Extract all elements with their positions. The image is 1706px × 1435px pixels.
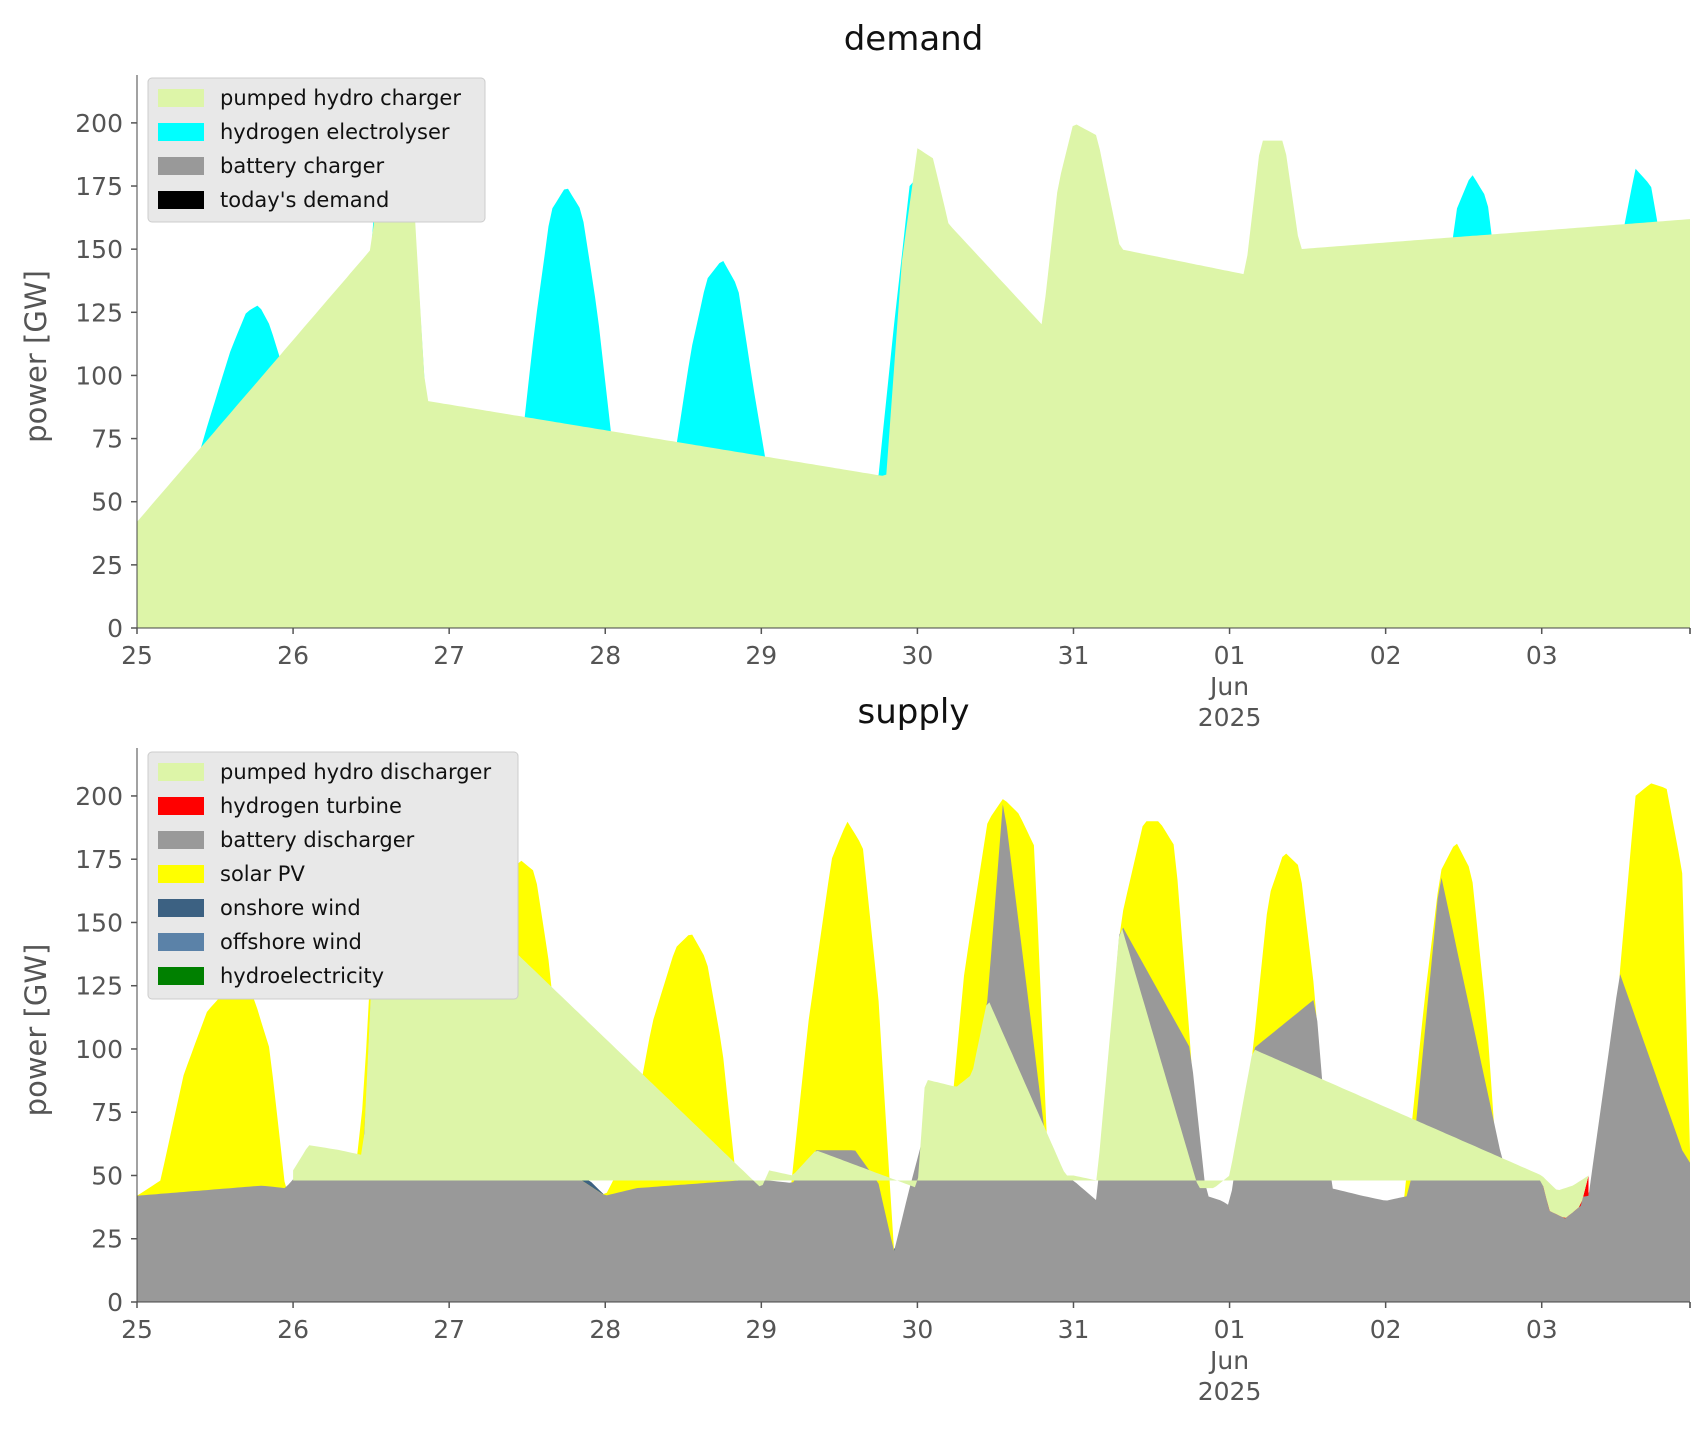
x-tick-label: 01: [1214, 641, 1246, 670]
x-tick-label: 02: [1370, 641, 1402, 670]
legend-box: [147, 77, 486, 223]
y-tick-label: 25: [91, 551, 123, 580]
legend-swatch: [158, 763, 204, 781]
legend-label: battery discharger: [220, 828, 415, 852]
area-pumped-hydro-discharger: [293, 822, 1589, 1218]
y-tick-label: 75: [91, 425, 123, 454]
legend-swatch: [158, 157, 204, 175]
y-axis-label: power [GW]: [19, 944, 53, 1117]
legend-label: pumped hydro charger: [220, 86, 461, 110]
x-tick-label: 30: [901, 641, 933, 670]
y-tick-label: 150: [75, 235, 123, 264]
legend-label: pumped hydro discharger: [220, 760, 491, 784]
x-tick-label: 01: [1214, 1315, 1246, 1344]
y-tick-label: 100: [75, 361, 123, 390]
x-tick-label: 26: [277, 1315, 309, 1344]
x-tick-label: 2025: [1198, 1377, 1262, 1406]
legend-label: onshore wind: [220, 896, 361, 920]
y-tick-label: 25: [91, 1225, 123, 1254]
x-tick-label: 29: [745, 1315, 777, 1344]
x-tick-label: 26: [277, 641, 309, 670]
x-tick-label: 27: [433, 641, 465, 670]
y-tick-label: 175: [75, 172, 123, 201]
y-tick-label: 200: [75, 109, 123, 138]
x-tick-label: 02: [1370, 1315, 1402, 1344]
y-tick-label: 0: [107, 614, 123, 643]
legend-swatch: [158, 899, 204, 917]
legend-label: hydroelectricity: [220, 964, 384, 988]
legend-swatch: [158, 123, 204, 141]
x-tick-label: 03: [1526, 1315, 1558, 1344]
x-tick-label: 28: [589, 1315, 621, 1344]
x-tick-label: 31: [1058, 1315, 1090, 1344]
x-tick-label: 25: [121, 641, 153, 670]
x-tick-label: Jun: [1208, 672, 1249, 701]
chart-title: demand: [844, 19, 984, 59]
y-tick-label: 0: [107, 1288, 123, 1317]
legend-swatch: [158, 865, 204, 883]
x-tick-label: 30: [901, 1315, 933, 1344]
y-tick-label: 50: [91, 488, 123, 517]
x-tick-label: 03: [1526, 641, 1558, 670]
y-tick-label: 175: [75, 845, 123, 874]
x-tick-label: 28: [589, 641, 621, 670]
y-tick-label: 50: [91, 1161, 123, 1190]
chart-title: supply: [858, 692, 970, 732]
legend-label: hydrogen turbine: [220, 794, 402, 818]
legend-swatch: [158, 933, 204, 951]
legend-swatch: [158, 797, 204, 815]
y-axis-label: power [GW]: [19, 270, 53, 443]
x-tick-label: 31: [1058, 641, 1090, 670]
x-tick-label: 27: [433, 1315, 465, 1344]
y-tick-label: 125: [75, 298, 123, 327]
y-tick-label: 125: [75, 972, 123, 1001]
legend-swatch: [158, 831, 204, 849]
legend-swatch: [158, 967, 204, 985]
y-tick-label: 150: [75, 908, 123, 937]
y-tick-label: 200: [75, 782, 123, 811]
legend-label: solar PV: [220, 862, 305, 886]
y-tick-label: 75: [91, 1098, 123, 1127]
x-tick-label: 29: [745, 641, 777, 670]
legend-label: offshore wind: [220, 930, 362, 954]
area-pumped-hydro-charger: [137, 106, 1690, 628]
legend-label: today's demand: [220, 188, 389, 212]
legend-swatch: [158, 89, 204, 107]
legend-swatch: [158, 191, 204, 209]
x-tick-label: Jun: [1208, 1346, 1249, 1375]
legend-box: [147, 751, 519, 1000]
legend-label: battery charger: [220, 154, 385, 178]
x-tick-label: 25: [121, 1315, 153, 1344]
legend-label: hydrogen electrolyser: [220, 120, 450, 144]
x-tick-label: 2025: [1198, 703, 1262, 732]
y-tick-label: 100: [75, 1035, 123, 1064]
